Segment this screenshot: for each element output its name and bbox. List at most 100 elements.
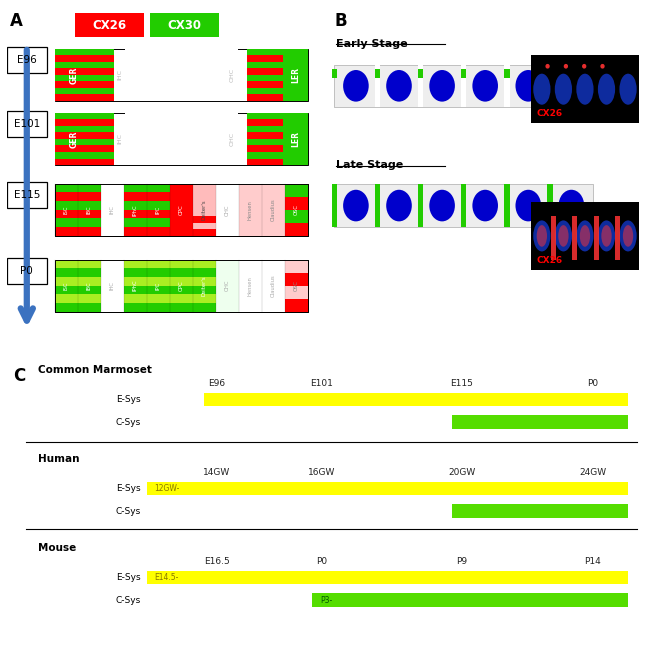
Bar <box>55 48 114 55</box>
Text: 16GW: 16GW <box>308 468 335 477</box>
Bar <box>247 75 283 81</box>
Bar <box>78 269 101 277</box>
Bar <box>262 183 285 236</box>
Text: IPhC: IPhC <box>133 280 138 291</box>
Bar <box>124 259 147 269</box>
Ellipse shape <box>555 73 572 105</box>
Bar <box>283 113 308 165</box>
Bar <box>334 185 593 227</box>
Text: OHC: OHC <box>225 280 230 291</box>
Bar <box>418 185 423 227</box>
Bar <box>193 183 216 236</box>
Bar <box>334 65 593 107</box>
Text: LER: LER <box>291 67 300 83</box>
Text: GER: GER <box>69 130 78 147</box>
Bar <box>124 201 147 210</box>
Text: E101: E101 <box>311 379 333 388</box>
Bar <box>150 13 219 37</box>
Text: E101: E101 <box>14 119 40 129</box>
Bar <box>55 126 114 132</box>
Bar <box>285 183 308 196</box>
Bar <box>55 303 78 312</box>
Bar <box>147 219 170 227</box>
Bar <box>285 196 308 210</box>
Text: C-Sys: C-Sys <box>115 418 140 426</box>
Text: OSC: OSC <box>294 204 299 215</box>
Bar <box>531 56 639 123</box>
Text: Claudius: Claudius <box>271 198 276 221</box>
Bar <box>216 259 239 312</box>
Ellipse shape <box>429 70 455 102</box>
Text: ISC: ISC <box>64 282 69 290</box>
Text: OHC: OHC <box>229 68 235 82</box>
Bar <box>55 183 78 193</box>
Bar <box>55 62 114 68</box>
Bar <box>55 159 114 165</box>
Text: OPC: OPC <box>179 204 184 215</box>
Bar <box>247 159 283 165</box>
Bar <box>461 185 467 227</box>
Text: E-Sys: E-Sys <box>116 573 140 582</box>
Bar <box>124 219 147 227</box>
Bar <box>125 113 237 165</box>
Bar <box>55 269 78 277</box>
Bar <box>147 227 170 236</box>
Text: GER: GER <box>69 66 78 84</box>
Bar <box>572 215 577 259</box>
Ellipse shape <box>429 190 455 221</box>
Bar <box>55 81 114 88</box>
Bar <box>55 113 114 119</box>
Bar <box>147 259 170 269</box>
Text: 14GW: 14GW <box>203 468 230 477</box>
Bar <box>285 272 308 286</box>
Bar <box>452 504 628 518</box>
Bar <box>204 393 628 406</box>
Bar <box>124 210 147 219</box>
Text: IBC: IBC <box>87 282 92 290</box>
Bar <box>504 185 510 227</box>
Bar <box>78 210 101 219</box>
Bar <box>147 193 170 201</box>
Bar <box>247 113 283 119</box>
Bar <box>247 88 283 94</box>
Bar <box>78 286 101 294</box>
Ellipse shape <box>619 73 636 105</box>
Bar <box>55 193 78 201</box>
Text: E-Sys: E-Sys <box>116 395 140 404</box>
Ellipse shape <box>515 70 541 102</box>
Bar <box>193 303 216 312</box>
Text: C-Sys: C-Sys <box>115 596 140 605</box>
Ellipse shape <box>598 73 615 105</box>
Bar <box>55 259 308 312</box>
Text: B: B <box>334 12 347 29</box>
Text: E115: E115 <box>14 190 40 200</box>
Bar <box>124 193 147 201</box>
Bar <box>193 269 216 277</box>
Text: P9: P9 <box>456 557 467 566</box>
Bar <box>55 132 114 139</box>
Text: P3-: P3- <box>320 596 332 605</box>
Text: 20GW: 20GW <box>448 468 476 477</box>
Bar <box>247 81 283 88</box>
Text: 24GW: 24GW <box>579 468 606 477</box>
Bar <box>55 48 308 101</box>
Bar <box>418 185 423 227</box>
Ellipse shape <box>558 70 584 102</box>
Bar <box>101 183 124 236</box>
Text: IHC: IHC <box>110 281 115 290</box>
Ellipse shape <box>623 225 633 247</box>
Bar <box>124 303 147 312</box>
Text: IHC: IHC <box>118 69 122 81</box>
Bar <box>55 139 114 145</box>
Bar <box>124 294 147 303</box>
Ellipse shape <box>533 221 551 252</box>
Bar <box>247 48 283 55</box>
Bar <box>78 259 101 269</box>
Bar <box>147 210 170 219</box>
Bar <box>124 269 147 277</box>
Bar <box>193 210 216 216</box>
Bar <box>193 216 216 223</box>
Bar <box>55 227 78 236</box>
Bar <box>55 201 78 210</box>
Bar <box>78 219 101 227</box>
